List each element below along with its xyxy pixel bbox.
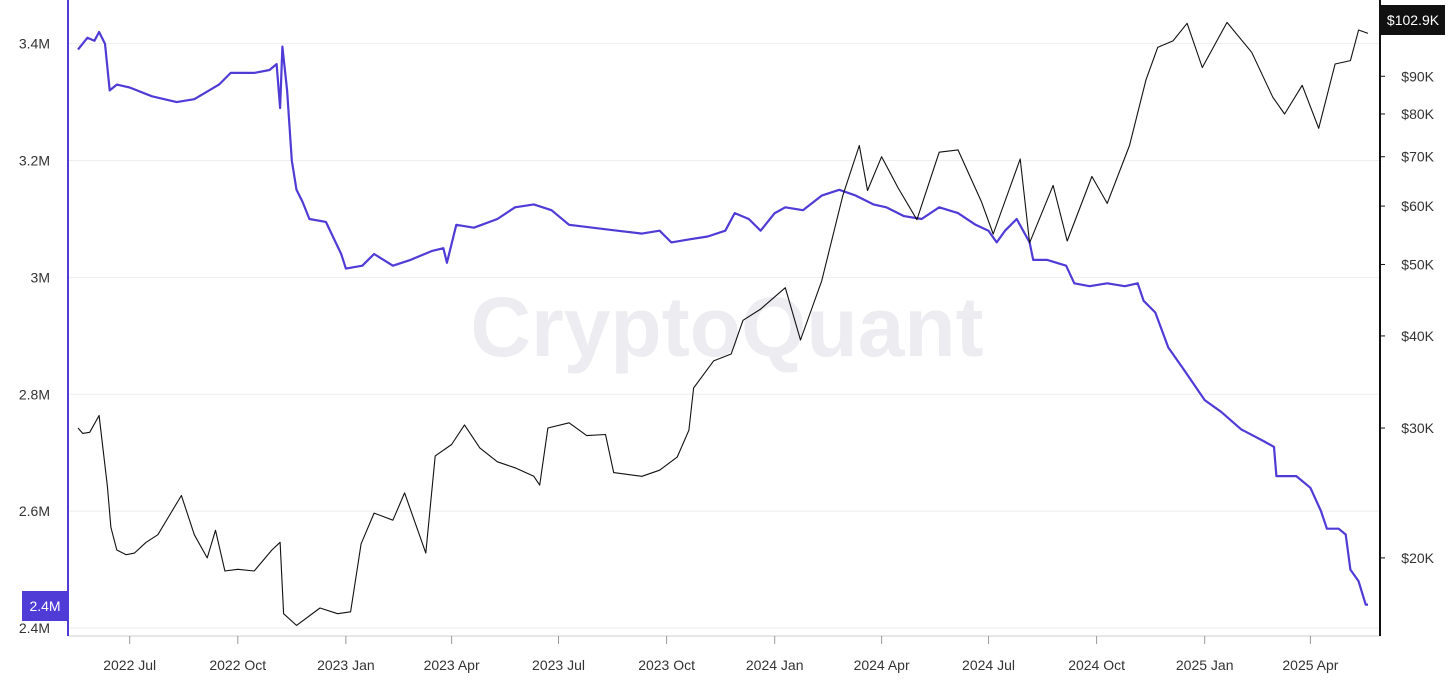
x-tick-label: 2024 Jan xyxy=(746,657,804,673)
series-line-left xyxy=(77,30,1368,606)
x-tick-label: 2024 Oct xyxy=(1068,657,1125,673)
left-tick-label: 3M xyxy=(31,269,50,285)
left-tick-label: 2.4M xyxy=(19,620,50,636)
right-value-badge: $102.9K xyxy=(1381,5,1445,35)
right-tick-label: $70K xyxy=(1401,149,1434,165)
right-tick-label: $50K xyxy=(1401,256,1434,272)
left-value-badge: 2.4M xyxy=(22,591,68,621)
x-tick-label: 2024 Jul xyxy=(962,657,1015,673)
x-tick-label: 2022 Jul xyxy=(103,657,156,673)
watermark: CryptoQuant xyxy=(470,280,983,374)
left-badge-bg xyxy=(22,591,68,621)
left-badge-text: 2.4M xyxy=(29,598,60,614)
right-tick-label: $90K xyxy=(1401,68,1434,84)
badge-layer: 2.4M $102.9K xyxy=(22,5,1445,621)
series-line-right xyxy=(77,21,1369,626)
right-tick-label: $80K xyxy=(1401,106,1434,122)
right-badge-text: $102.9K xyxy=(1387,12,1440,28)
axis-layer: 2.4M 2.6M 2.8M 3M 3.2M 3.4M 2022 Jul 2022 Oct 20… xyxy=(19,0,1435,673)
x-tick-label: 2024 Apr xyxy=(854,657,910,673)
x-tick-label: 2023 Jan xyxy=(317,657,375,673)
x-tick-label: 2025 Jan xyxy=(1176,657,1234,673)
right-tick-label: $20K xyxy=(1401,550,1434,566)
x-tick-label: 2023 Oct xyxy=(638,657,695,673)
left-tick-label: 2.6M xyxy=(19,503,50,519)
x-tick-label: 2025 Apr xyxy=(1282,657,1338,673)
x-tick-label: 2022 Oct xyxy=(209,657,266,673)
left-tick-label: 3.2M xyxy=(19,153,50,169)
x-tick-label: 2023 Jul xyxy=(532,657,585,673)
right-tick-label: $60K xyxy=(1401,198,1434,214)
right-badge-bg xyxy=(1381,5,1445,35)
left-tick-label: 3.4M xyxy=(19,36,50,52)
grid-layer xyxy=(68,43,1380,629)
right-tick-label: $40K xyxy=(1401,328,1434,344)
series-layer xyxy=(77,21,1369,626)
x-tick-label: 2023 Apr xyxy=(424,657,480,673)
right-tick-label: $30K xyxy=(1401,420,1434,436)
left-tick-label: 2.8M xyxy=(19,386,50,402)
